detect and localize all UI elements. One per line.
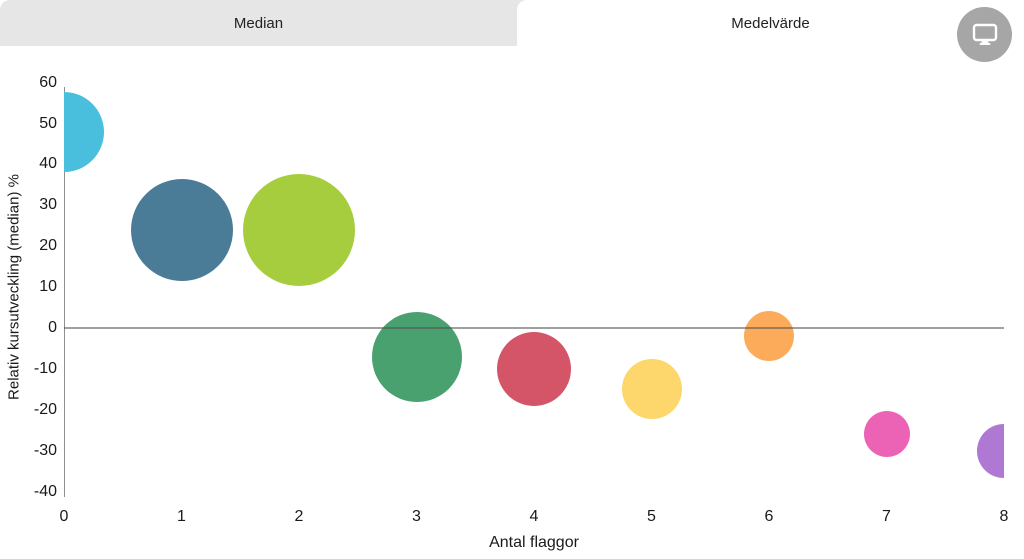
zero-line (64, 327, 1004, 329)
y-tick-label: -10 (33, 359, 57, 377)
tab-medelvarde[interactable]: Medelvärde (517, 0, 1024, 46)
x-tick-label: 5 (647, 508, 656, 525)
bubble-x1[interactable] (130, 178, 233, 281)
x-tick-label: 4 (529, 508, 539, 525)
x-axis-title: Antal flaggor (489, 534, 579, 551)
monitor-icon (972, 23, 998, 47)
bubble-x2[interactable] (243, 173, 355, 286)
x-tick-label: 0 (59, 508, 69, 525)
x-tick-label: 7 (882, 508, 891, 525)
y-tick-label: -30 (33, 441, 57, 459)
y-tick-label: 40 (39, 155, 57, 173)
x-tick-label: 6 (764, 508, 774, 525)
tab-median[interactable]: Median (0, 0, 517, 46)
display-mode-button[interactable] (957, 7, 1012, 62)
tab-bar: Median Medelvärde (0, 0, 1024, 46)
bubble-x3[interactable] (371, 311, 462, 402)
y-tick-label: 0 (48, 319, 57, 336)
bubble-x0[interactable] (64, 91, 104, 172)
y-tick-label: 30 (39, 196, 57, 214)
x-tick-label: 8 (999, 508, 1009, 525)
y-tick-label: 10 (39, 278, 57, 296)
y-tick-label: 50 (39, 114, 57, 132)
tab-median-label: Median (233, 14, 284, 32)
bubble-x4[interactable] (497, 331, 571, 406)
y-tick-label: -40 (33, 482, 57, 500)
y-tick-label: 60 (39, 73, 57, 91)
y-tick-label: -20 (33, 400, 57, 418)
plot-area (64, 56, 1004, 497)
x-tick-label: 2 (294, 508, 304, 525)
x-tick-label: 1 (177, 508, 186, 525)
bubble-x8[interactable] (977, 423, 1004, 478)
bubble-x7[interactable] (863, 411, 910, 458)
x-tick-label: 3 (412, 508, 421, 525)
y-tick-label: 20 (39, 237, 57, 255)
y-axis-line (63, 87, 65, 497)
bubble-x6[interactable] (744, 311, 794, 362)
bubble-x5[interactable] (621, 359, 682, 420)
tab-medelvarde-label: Medelvärde (731, 14, 810, 32)
